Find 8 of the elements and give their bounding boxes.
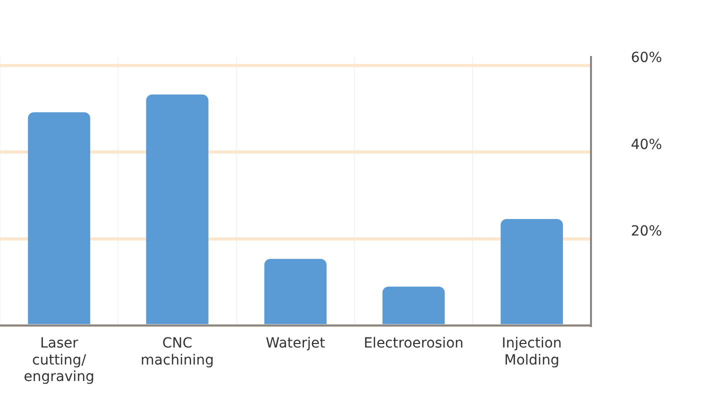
- y-tick-label: 60%: [630, 50, 662, 66]
- y-tick-label: 20%: [630, 224, 662, 240]
- x-tick-label: Laser cutting/ engraving: [24, 336, 94, 386]
- y-tick-label: 40%: [630, 136, 662, 153]
- x-tick-label: Injection Molding: [502, 336, 562, 368]
- x-tick-label: Electroerosion: [364, 336, 464, 352]
- x-tick-label: Waterjet: [266, 336, 326, 352]
- x-tick-label: CNC machining: [140, 336, 214, 368]
